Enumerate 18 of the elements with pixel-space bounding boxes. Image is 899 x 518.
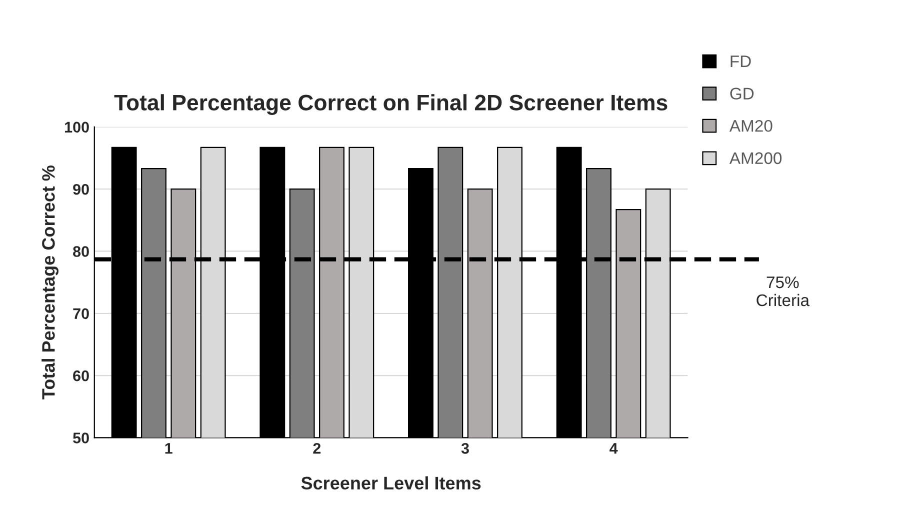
x-tick-label: 4 bbox=[610, 443, 618, 454]
x-tick-label: 1 bbox=[165, 443, 172, 454]
y-axis-title: Total Percentage Correct % bbox=[42, 166, 58, 400]
y-tick-label: 80 bbox=[73, 246, 89, 257]
y-tick-label: 70 bbox=[73, 308, 89, 320]
legend-label: AM200 bbox=[729, 152, 782, 164]
ref-line-label: 75% Criteria bbox=[756, 276, 810, 306]
legend-label: GD bbox=[730, 88, 754, 100]
x-tick-label: 2 bbox=[313, 442, 321, 454]
legend-label: AM20 bbox=[729, 120, 772, 132]
y-tick-label: 50 bbox=[73, 432, 89, 444]
x-tick-label: 3 bbox=[461, 442, 469, 454]
x-axis-title: Screener Level Items bbox=[301, 476, 481, 490]
legend-label: FD bbox=[730, 56, 751, 68]
chart-title: Total Percentage Correct on Final 2D Screener Items bbox=[114, 94, 668, 115]
y-tick-label: 60 bbox=[73, 370, 89, 382]
y-tick-label: 90 bbox=[73, 184, 89, 195]
y-tick-label: 100 bbox=[65, 122, 89, 133]
